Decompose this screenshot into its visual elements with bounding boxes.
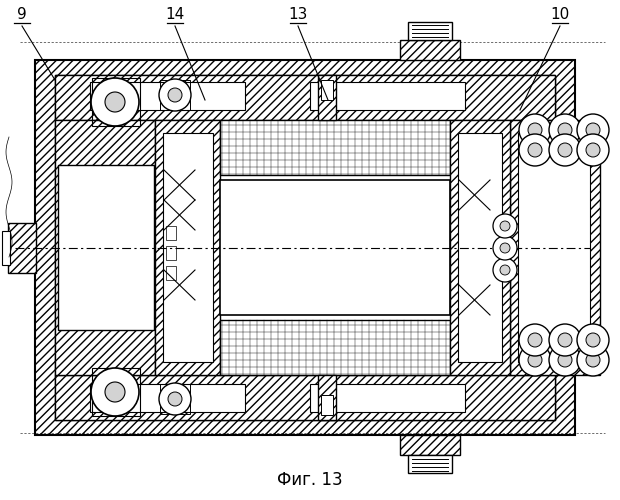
Circle shape xyxy=(586,333,600,347)
Bar xyxy=(166,246,176,260)
Bar xyxy=(458,133,502,362)
Bar xyxy=(35,60,575,435)
Text: 14: 14 xyxy=(166,7,185,22)
Text: Фиг. 13: Фиг. 13 xyxy=(277,471,343,489)
Circle shape xyxy=(528,353,542,367)
Bar xyxy=(408,22,452,40)
Bar xyxy=(55,120,155,375)
Bar xyxy=(55,375,555,420)
Circle shape xyxy=(558,123,572,137)
Circle shape xyxy=(586,353,600,367)
Bar xyxy=(400,435,460,455)
Bar xyxy=(2,231,10,265)
Bar xyxy=(518,133,590,362)
Bar xyxy=(510,120,600,375)
Circle shape xyxy=(493,258,517,282)
Bar xyxy=(90,82,245,110)
Bar xyxy=(166,226,176,240)
Bar xyxy=(220,320,450,375)
Circle shape xyxy=(519,114,551,146)
Circle shape xyxy=(577,134,609,166)
Bar xyxy=(92,368,140,416)
Circle shape xyxy=(159,383,191,415)
Bar xyxy=(92,78,140,126)
Circle shape xyxy=(577,324,609,356)
Bar xyxy=(318,375,336,420)
Circle shape xyxy=(519,134,551,166)
Bar xyxy=(408,455,452,473)
Bar xyxy=(220,180,450,315)
Bar xyxy=(155,120,220,375)
Circle shape xyxy=(500,243,510,253)
Bar xyxy=(55,75,555,420)
Bar xyxy=(321,80,333,100)
Circle shape xyxy=(91,78,139,126)
Bar xyxy=(163,133,213,362)
Circle shape xyxy=(549,324,581,356)
Circle shape xyxy=(168,88,182,102)
Circle shape xyxy=(91,368,139,416)
Bar xyxy=(450,120,510,375)
Bar xyxy=(310,384,465,412)
Circle shape xyxy=(558,143,572,157)
Bar xyxy=(8,223,36,273)
Circle shape xyxy=(558,333,572,347)
Bar xyxy=(318,75,336,120)
Bar xyxy=(58,165,154,330)
Circle shape xyxy=(493,236,517,260)
Bar xyxy=(160,384,190,414)
Circle shape xyxy=(519,344,551,376)
Circle shape xyxy=(586,143,600,157)
Bar xyxy=(55,75,555,120)
Circle shape xyxy=(586,123,600,137)
Circle shape xyxy=(519,324,551,356)
Circle shape xyxy=(105,92,125,112)
Bar xyxy=(400,40,460,60)
Circle shape xyxy=(549,114,581,146)
Text: 9: 9 xyxy=(17,7,27,22)
Circle shape xyxy=(500,221,510,231)
Circle shape xyxy=(577,344,609,376)
Circle shape xyxy=(528,333,542,347)
Circle shape xyxy=(528,123,542,137)
Bar xyxy=(310,82,465,110)
Circle shape xyxy=(549,344,581,376)
Circle shape xyxy=(493,214,517,238)
Circle shape xyxy=(159,79,191,111)
Circle shape xyxy=(500,265,510,275)
Bar xyxy=(160,80,190,110)
Bar xyxy=(321,395,333,415)
Text: 10: 10 xyxy=(551,7,570,22)
Bar xyxy=(166,266,176,280)
Bar xyxy=(220,120,450,175)
Circle shape xyxy=(549,134,581,166)
Circle shape xyxy=(105,382,125,402)
Text: 13: 13 xyxy=(288,7,308,22)
Circle shape xyxy=(528,143,542,157)
Circle shape xyxy=(577,114,609,146)
Circle shape xyxy=(558,353,572,367)
Circle shape xyxy=(168,392,182,406)
Bar xyxy=(90,384,245,412)
